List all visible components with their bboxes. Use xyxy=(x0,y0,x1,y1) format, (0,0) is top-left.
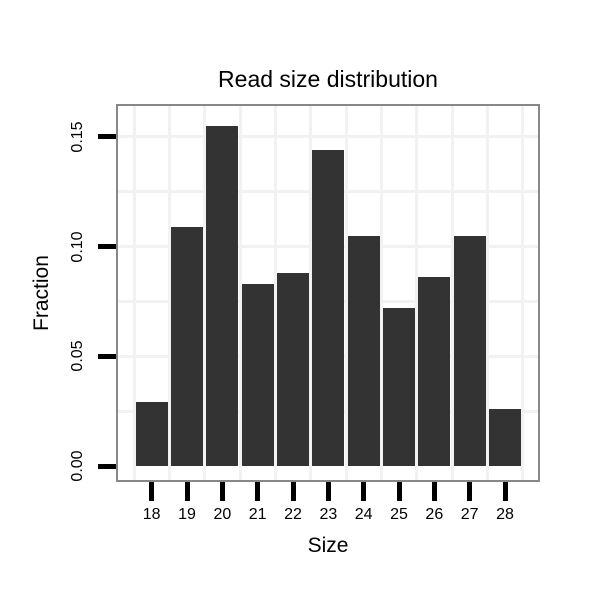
x-tick-label: 19 xyxy=(178,506,196,523)
x-tick xyxy=(184,482,190,501)
gridline-vertical xyxy=(344,106,348,480)
bar-18 xyxy=(135,402,168,466)
x-tick xyxy=(290,482,296,501)
gridline-vertical xyxy=(132,106,136,480)
x-tick-label: 28 xyxy=(496,506,514,523)
gridline-vertical xyxy=(450,106,454,480)
x-tick xyxy=(149,482,155,501)
bar-23 xyxy=(312,149,345,466)
gridline-vertical xyxy=(379,106,383,480)
chart-title: Read size distribution xyxy=(218,66,438,92)
x-tick xyxy=(255,482,261,501)
gridline-vertical xyxy=(273,106,277,480)
y-tick xyxy=(98,463,116,469)
x-axis-label: Size xyxy=(307,534,349,557)
x-tick-label: 27 xyxy=(460,506,479,523)
x-tick xyxy=(396,482,402,501)
x-tick xyxy=(467,482,473,501)
y-tick-label: 0.05 xyxy=(69,340,86,372)
y-tick-label: 0.10 xyxy=(69,230,86,263)
x-tick-label: 25 xyxy=(390,506,408,523)
gridline-vertical xyxy=(415,106,419,480)
bar-20 xyxy=(206,125,239,466)
gridline-horizontal xyxy=(118,135,538,139)
bar-27 xyxy=(453,235,486,466)
gridline-vertical xyxy=(203,106,207,480)
bar-19 xyxy=(171,226,204,466)
x-tick xyxy=(361,482,367,501)
bar-28 xyxy=(489,408,521,466)
x-tick-label: 18 xyxy=(142,506,161,523)
x-tick-label: 24 xyxy=(354,506,373,523)
gridline-vertical xyxy=(309,106,313,480)
y-tick xyxy=(98,244,116,249)
y-tick-label: 0.00 xyxy=(69,450,86,482)
bar-21 xyxy=(241,283,274,466)
x-tick xyxy=(325,482,331,501)
y-tick xyxy=(98,353,116,359)
y-axis-label: Fraction xyxy=(30,255,53,331)
gridline-vertical xyxy=(521,106,525,480)
bar-26 xyxy=(418,277,451,466)
x-tick-label: 26 xyxy=(425,506,444,523)
x-tick-label: 20 xyxy=(213,506,232,523)
bar-24 xyxy=(347,235,380,466)
bar-22 xyxy=(277,272,310,466)
y-tick-label: 0.15 xyxy=(69,121,86,153)
x-tick xyxy=(219,482,225,501)
x-tick-label: 22 xyxy=(284,506,302,523)
x-tick-label: 21 xyxy=(248,506,267,523)
gridline-vertical xyxy=(485,106,489,480)
x-tick xyxy=(431,482,437,501)
x-tick-label: 23 xyxy=(319,506,338,523)
x-tick xyxy=(502,482,508,501)
bar-25 xyxy=(383,307,415,466)
gridline-vertical xyxy=(238,106,242,480)
gridline-vertical xyxy=(167,106,171,480)
y-tick xyxy=(98,134,116,140)
plot-area xyxy=(116,104,540,482)
